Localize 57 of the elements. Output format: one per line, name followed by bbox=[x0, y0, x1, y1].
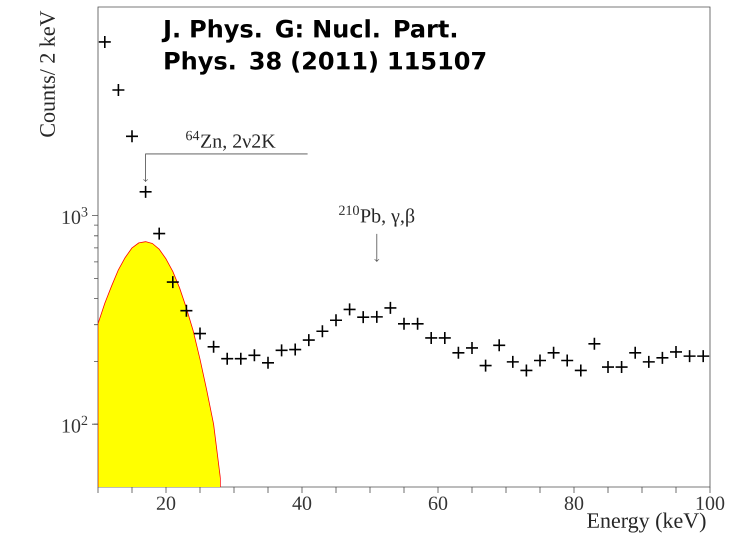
x-tick-label: 60 bbox=[428, 496, 448, 510]
point bbox=[560, 354, 574, 368]
point bbox=[424, 331, 438, 345]
point bbox=[206, 340, 220, 354]
y-tick-label: 10$^{3}$ bbox=[62, 207, 88, 224]
x-tick-label: 20 bbox=[156, 496, 176, 510]
point bbox=[370, 310, 384, 324]
point bbox=[329, 313, 343, 328]
point bbox=[384, 301, 398, 315]
point bbox=[112, 83, 126, 97]
y-axis-title: Counts/ 2 keV bbox=[39, 10, 56, 137]
point bbox=[302, 333, 316, 347]
point bbox=[656, 351, 670, 365]
x-tick-label: 40 bbox=[292, 496, 312, 510]
point bbox=[628, 346, 642, 360]
point bbox=[397, 316, 411, 331]
y-tick-label: 10$^{2}$ bbox=[62, 416, 88, 433]
x-tick-label: 100 bbox=[696, 496, 724, 510]
point bbox=[574, 364, 588, 378]
point bbox=[98, 35, 112, 49]
point bbox=[342, 302, 356, 316]
x-axis-title: Energy (keV) bbox=[587, 512, 706, 533]
point bbox=[356, 310, 370, 324]
point bbox=[180, 304, 194, 318]
point bbox=[452, 346, 466, 360]
annotation: J. Phys. G: Nucl. Part. Phys. 38 (2011) 115107 bbox=[162, 19, 486, 75]
point bbox=[438, 331, 452, 345]
point bbox=[696, 349, 710, 363]
point bbox=[520, 364, 534, 378]
point bbox=[288, 342, 302, 356]
point bbox=[410, 316, 424, 331]
point bbox=[220, 352, 234, 366]
point bbox=[642, 355, 656, 369]
point bbox=[152, 226, 166, 240]
point bbox=[601, 360, 615, 374]
point bbox=[274, 344, 288, 358]
point bbox=[506, 355, 520, 369]
point bbox=[234, 352, 248, 366]
annotation: $^{210}$Pb, γ,β bbox=[339, 206, 414, 227]
point bbox=[492, 338, 506, 352]
point bbox=[478, 358, 492, 372]
point bbox=[682, 349, 696, 363]
point bbox=[533, 354, 547, 368]
point bbox=[138, 185, 152, 199]
x-tick-label: 80 bbox=[564, 496, 584, 510]
point bbox=[614, 360, 628, 374]
point bbox=[248, 348, 262, 362]
point bbox=[465, 341, 479, 355]
point bbox=[316, 324, 330, 338]
point bbox=[193, 326, 207, 340]
point bbox=[261, 356, 275, 370]
point bbox=[546, 346, 560, 360]
point bbox=[125, 129, 139, 144]
annotation: $^{64}$Zn, 2ν2K bbox=[186, 130, 276, 151]
point bbox=[166, 275, 180, 289]
point bbox=[588, 336, 602, 351]
point bbox=[669, 345, 683, 359]
